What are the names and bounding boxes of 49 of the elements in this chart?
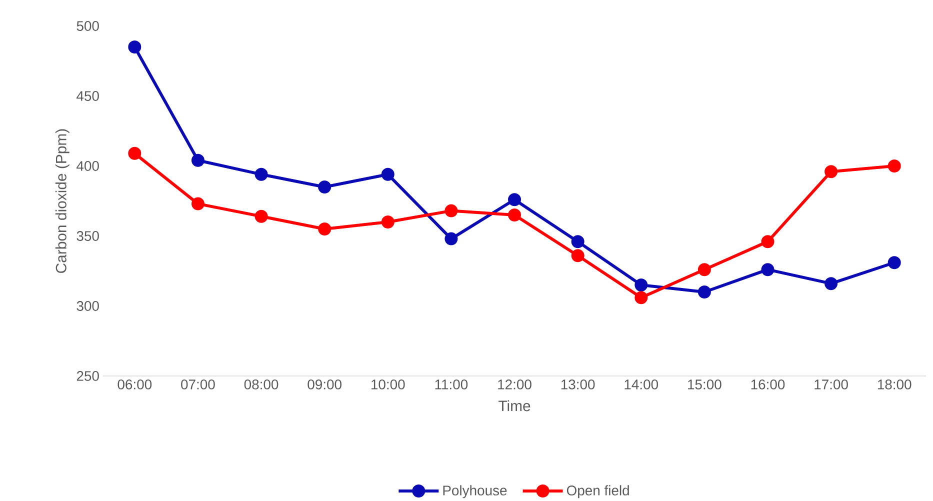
point [381, 216, 394, 229]
point [824, 277, 838, 290]
point [888, 256, 901, 270]
point [191, 197, 204, 210]
point [254, 168, 268, 182]
point [888, 160, 901, 173]
x-tick-label: 16:00 [751, 380, 785, 390]
x-axis-title: Time [498, 400, 530, 412]
point [318, 222, 332, 236]
point [318, 180, 332, 194]
point [128, 147, 142, 160]
x-tick-label: 07:00 [181, 380, 215, 390]
point [634, 291, 648, 304]
point [254, 210, 268, 224]
point [444, 204, 458, 218]
legend-label: Polyhouse [443, 485, 507, 498]
x-tick-label: 18:00 [878, 380, 912, 390]
y-tick-label: 350 [76, 231, 99, 242]
point [571, 235, 584, 248]
x-tick-label: 10:00 [372, 380, 405, 390]
point [698, 263, 711, 276]
x-tick-label: 09:00 [308, 380, 342, 390]
y-tick-label: 300 [76, 301, 99, 312]
point [571, 249, 584, 262]
legend-label: Open field [566, 485, 629, 498]
x-tick-label: 12:00 [498, 380, 532, 390]
x-tick-label: 06:00 [118, 380, 152, 390]
y-tick-label: 500 [76, 21, 99, 32]
point [761, 263, 774, 276]
y-tick-label: 400 [76, 161, 99, 172]
x-tick-label: 11:00 [435, 380, 468, 390]
point [698, 286, 711, 299]
point [128, 40, 142, 54]
y-axis-title: Carbon dioxide (Ppm) [55, 129, 70, 274]
point [634, 278, 648, 292]
point [508, 193, 522, 206]
x-tick-label: 17:00 [814, 380, 848, 390]
point [444, 232, 458, 246]
x-tick-label: 15:00 [688, 380, 722, 390]
point [191, 154, 204, 168]
point [508, 208, 522, 222]
x-tick-label: 14:00 [624, 380, 658, 390]
point [381, 168, 394, 182]
point [761, 235, 774, 248]
y-tick-label: 450 [76, 91, 99, 102]
point [824, 165, 838, 178]
y-tick-label: 250 [76, 371, 99, 382]
x-tick-label: 08:00 [244, 380, 278, 390]
x-tick-label: 13:00 [561, 380, 595, 390]
